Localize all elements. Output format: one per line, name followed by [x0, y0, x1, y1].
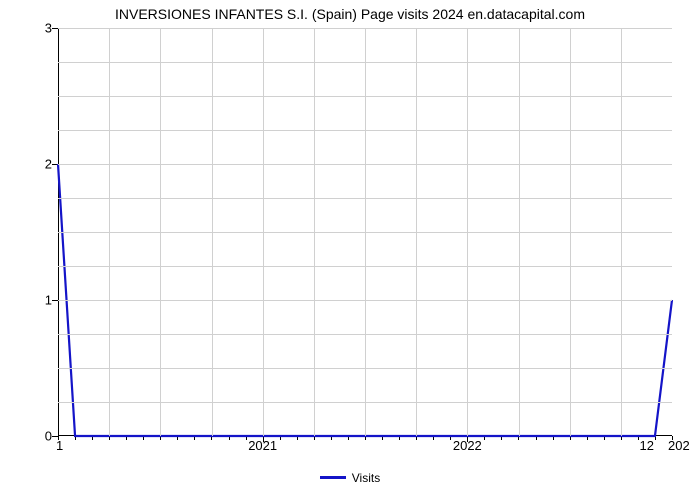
- x-end-year-truncated: 202: [668, 438, 690, 453]
- gridline-v: [416, 28, 417, 436]
- legend: Visits: [0, 470, 700, 485]
- x-start-label: 1: [56, 438, 63, 453]
- gridline-v: [621, 28, 622, 436]
- chart-title: INVERSIONES INFANTES S.I. (Spain) Page v…: [0, 6, 700, 22]
- y-tick-label: 0: [12, 429, 52, 444]
- chart-container: INVERSIONES INFANTES S.I. (Spain) Page v…: [0, 0, 700, 500]
- gridline-v: [109, 28, 110, 436]
- legend-label: Visits: [352, 471, 380, 485]
- gridline-v: [314, 28, 315, 436]
- y-tick-label: 2: [12, 157, 52, 172]
- plot-area: [58, 28, 672, 436]
- x-end-label: 12: [640, 438, 654, 453]
- x-minor-tick: [672, 436, 673, 440]
- x-minor-tick: [58, 436, 59, 440]
- gridline-v: [263, 28, 264, 436]
- gridline-v: [519, 28, 520, 436]
- gridline-v: [212, 28, 213, 436]
- gridline-v: [365, 28, 366, 436]
- legend-swatch: [320, 476, 346, 479]
- y-tick-label: 3: [12, 21, 52, 36]
- gridline-v: [570, 28, 571, 436]
- gridline-v: [467, 28, 468, 436]
- gridline-v: [160, 28, 161, 436]
- y-tick-label: 1: [12, 293, 52, 308]
